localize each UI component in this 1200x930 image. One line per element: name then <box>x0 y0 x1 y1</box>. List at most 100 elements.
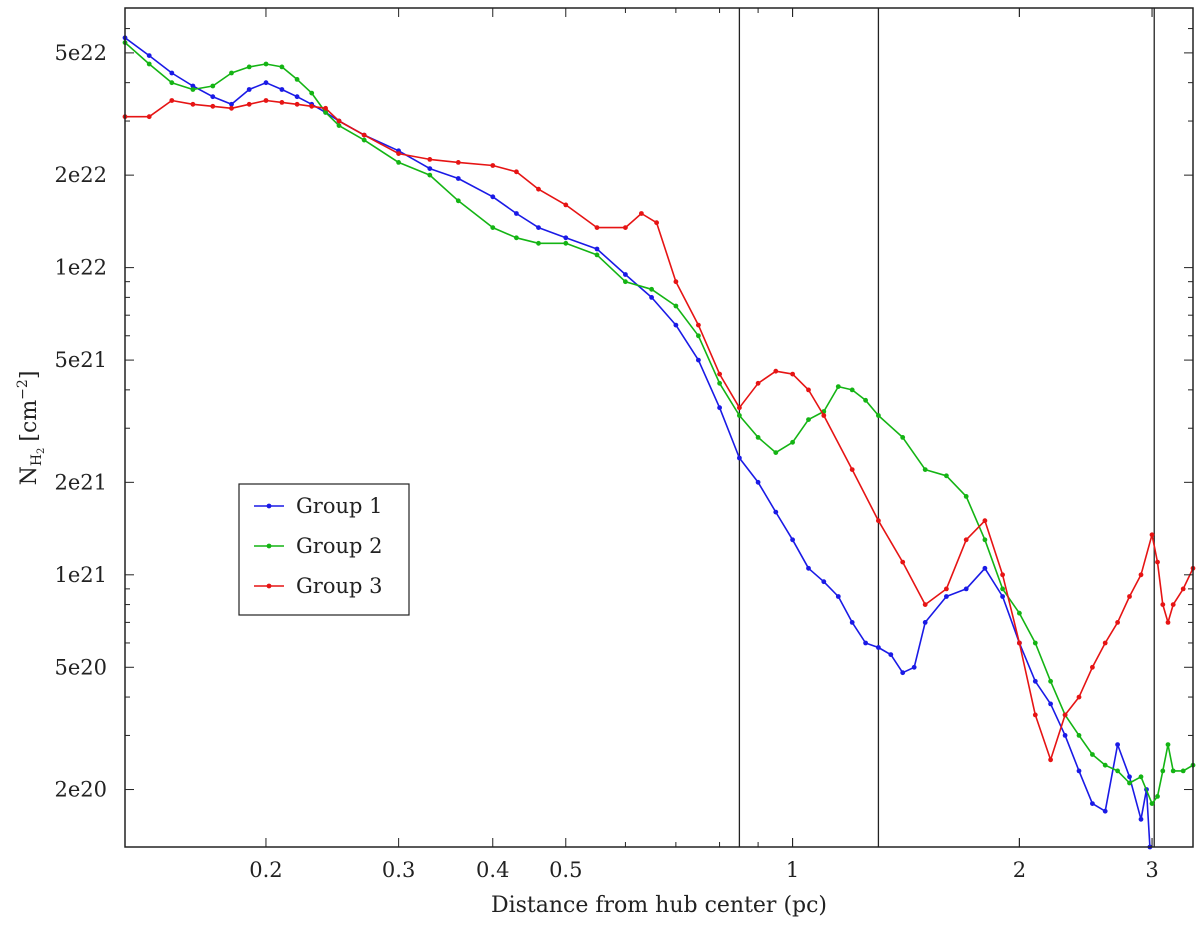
data-point <box>279 100 285 105</box>
data-point <box>594 225 600 231</box>
x-tick-label: 0.5 <box>549 858 582 882</box>
data-point <box>737 413 742 418</box>
data-point <box>1138 816 1144 822</box>
data-point <box>1076 768 1082 774</box>
data-point <box>717 380 722 386</box>
data-point <box>536 240 541 246</box>
data-point <box>210 94 216 100</box>
legend-label-2: Group 2 <box>296 534 382 558</box>
y-tick-label: 5e21 <box>54 348 107 372</box>
data-point <box>623 225 628 231</box>
legend-label-1: Group 1 <box>296 494 382 518</box>
data-point <box>1115 742 1120 747</box>
data-point <box>169 70 175 76</box>
vertical-reference-lines <box>738 8 1155 847</box>
data-point <box>806 565 811 571</box>
data-point <box>737 405 742 411</box>
data-point <box>963 494 969 499</box>
data-point <box>427 172 433 178</box>
data-point <box>594 252 600 258</box>
data-point <box>279 87 285 92</box>
data-point <box>806 387 811 393</box>
y-tick-label: 2e20 <box>54 778 107 802</box>
data-point <box>229 70 234 76</box>
data-point <box>294 101 300 107</box>
data-point <box>146 61 152 67</box>
data-point <box>263 98 269 103</box>
data-point <box>863 397 868 403</box>
data-point <box>1165 742 1171 747</box>
y-axis-title: NH2 [cm−2] <box>15 371 47 486</box>
data-point <box>773 368 779 374</box>
data-point <box>835 384 841 389</box>
data-point <box>336 123 342 128</box>
data-point <box>900 559 906 565</box>
data-point <box>594 246 600 252</box>
data-point <box>190 83 196 89</box>
data-point <box>190 101 196 107</box>
data-point <box>1160 768 1166 774</box>
data-point <box>514 169 519 175</box>
data-point <box>900 670 906 676</box>
data-point <box>944 586 949 592</box>
data-point <box>1115 768 1120 774</box>
y-tick-label: 2e22 <box>54 163 107 187</box>
data-point <box>911 664 917 670</box>
data-point <box>639 211 644 216</box>
data-point <box>876 518 881 524</box>
data-point <box>396 160 401 165</box>
data-point <box>755 435 761 440</box>
data-point <box>490 194 496 200</box>
data-point <box>623 279 628 285</box>
data-point <box>1180 586 1186 592</box>
legend-marker-1 <box>266 503 272 509</box>
data-point <box>1149 532 1155 538</box>
series-group-3 <box>122 98 1196 763</box>
data-point <box>1090 801 1095 806</box>
data-point <box>210 103 216 109</box>
data-point <box>427 166 433 172</box>
data-point <box>1048 757 1053 763</box>
data-point <box>455 160 461 165</box>
data-point <box>323 110 328 115</box>
data-point <box>1048 701 1053 707</box>
data-point <box>1127 774 1132 780</box>
data-point <box>649 286 654 292</box>
data-point <box>963 537 969 543</box>
data-point <box>717 371 722 377</box>
data-point <box>1048 678 1053 684</box>
data-point <box>1155 794 1160 799</box>
data-point <box>755 380 761 386</box>
data-point <box>263 61 269 67</box>
legend-marker-3 <box>266 583 272 589</box>
data-point <box>1127 780 1132 786</box>
data-point <box>696 357 701 363</box>
data-point <box>1115 620 1120 625</box>
data-point <box>1138 572 1144 578</box>
data-point <box>944 594 949 599</box>
data-point <box>279 64 285 70</box>
data-point <box>427 157 433 162</box>
y-axis-title-sub: H <box>29 454 45 466</box>
data-point <box>821 413 827 418</box>
data-point <box>294 94 300 100</box>
data-point <box>563 240 569 246</box>
data-point <box>455 176 461 181</box>
data-point <box>1180 768 1186 774</box>
series-layer <box>122 35 1196 850</box>
data-point <box>696 333 701 339</box>
data-point <box>263 80 269 86</box>
data-point <box>673 303 679 309</box>
y-tick-label: 5e22 <box>54 41 107 65</box>
data-point <box>821 579 827 585</box>
data-point <box>490 225 496 231</box>
data-point <box>190 87 196 92</box>
x-tick-label: 0.2 <box>249 858 282 882</box>
data-point <box>944 473 949 479</box>
data-point <box>1000 594 1005 599</box>
data-point <box>888 652 894 657</box>
data-point <box>563 235 569 241</box>
data-point <box>737 455 742 461</box>
data-point <box>673 322 679 328</box>
data-point <box>1102 640 1108 646</box>
